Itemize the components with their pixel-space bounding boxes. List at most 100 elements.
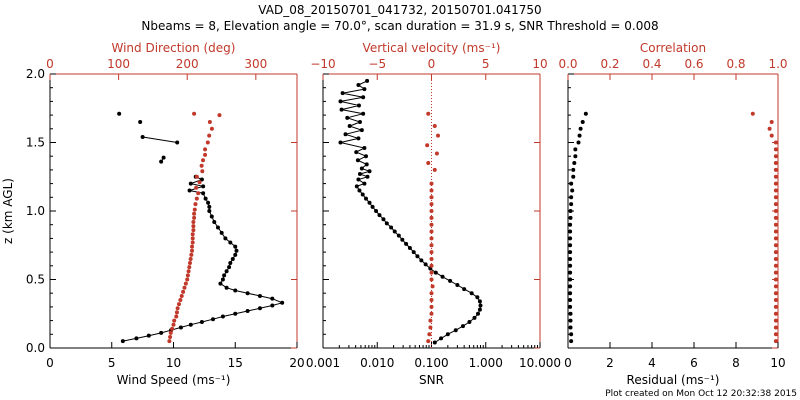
data-point (356, 177, 361, 182)
data-point (568, 222, 573, 227)
data-point (233, 244, 238, 249)
data-point (233, 311, 238, 316)
data-point (146, 333, 151, 338)
data-point (228, 240, 233, 245)
x-tick-label-top: 0.0 (558, 57, 577, 71)
data-point (233, 252, 238, 257)
data-point (190, 248, 195, 253)
y-tick-label: 1.0 (26, 204, 45, 218)
data-point (223, 236, 228, 241)
data-point (773, 236, 778, 241)
data-point (773, 140, 778, 145)
plot-footer: Plot created on Mon Oct 12 20:32:38 2015 (605, 389, 797, 399)
data-point (190, 236, 195, 241)
data-point (189, 252, 194, 257)
data-point (436, 133, 441, 138)
data-point (767, 126, 772, 131)
data-point (425, 143, 430, 148)
data-point (365, 78, 370, 83)
data-point (429, 195, 434, 200)
data-point (357, 172, 362, 177)
data-point (423, 262, 428, 267)
data-point (207, 133, 212, 138)
data-point (462, 287, 467, 292)
series-line (142, 136, 178, 143)
y-axis-label: z (km AGL) (1, 178, 15, 244)
data-point (190, 244, 195, 249)
data-point (217, 113, 222, 118)
data-point (170, 326, 175, 331)
data-point (478, 303, 483, 308)
data-point (392, 229, 397, 234)
series-line (122, 176, 284, 342)
data-point (245, 309, 250, 314)
data-point (203, 147, 208, 152)
data-point (568, 284, 573, 289)
data-point (773, 256, 778, 261)
data-point (205, 140, 210, 145)
data-point (364, 162, 369, 167)
data-point (570, 188, 575, 193)
data-point (429, 304, 434, 309)
x-tick-label-top: −5 (368, 57, 386, 71)
data-point (233, 288, 238, 293)
data-point (168, 335, 173, 340)
data-point (568, 209, 573, 213)
data-point (419, 258, 424, 263)
x-tick-label-top: 300 (244, 57, 267, 71)
y-tick-label: 0.5 (26, 273, 45, 287)
data-point (257, 306, 262, 311)
panel-residual: 0 2 4 6 8 10 0.0 0.2 0.4 0.6 0.8 1.0 Residual (ms⁻¹)… (558, 41, 787, 387)
data-point (181, 289, 186, 294)
data-point (172, 318, 177, 323)
data-point (186, 269, 191, 274)
data-point (199, 177, 204, 182)
data-point (201, 184, 206, 189)
x-tick-label-bottom: 0 (46, 356, 54, 370)
data-point (340, 91, 345, 96)
data-point (367, 169, 372, 174)
data-point (477, 299, 482, 304)
data-point (188, 181, 193, 186)
data-point (433, 270, 438, 275)
data-point (568, 318, 573, 323)
data-point (576, 140, 581, 145)
data-point (207, 119, 212, 124)
data-point (429, 236, 434, 241)
data-point (203, 152, 208, 157)
data-point (192, 211, 197, 216)
x-tick-label-top: 100 (107, 57, 130, 71)
x-tick-label-top: 0.8 (726, 57, 745, 71)
figure-title-line1: VAD_08_20150701_041732, 20150701.041750 (258, 3, 541, 17)
data-point (773, 181, 778, 186)
data-point (384, 221, 389, 226)
data-point (426, 111, 431, 116)
data-point (773, 229, 778, 234)
data-point (411, 250, 416, 255)
data-point (415, 254, 420, 259)
data-point (338, 99, 343, 104)
panel-snr: 0.001 0.010 0.100 1.000 10.000 −10 −5 0 5 10 SNR Ve… (306, 41, 561, 387)
data-point (362, 87, 367, 92)
data-point (429, 256, 434, 261)
data-point (472, 315, 477, 320)
data-point (773, 250, 778, 255)
data-point (377, 213, 382, 218)
data-point (573, 154, 578, 159)
data-point (569, 202, 574, 207)
data-point (568, 243, 573, 248)
data-point (159, 330, 164, 335)
data-point (117, 111, 122, 116)
x-tick-label-top: 0.4 (642, 57, 661, 71)
data-point (434, 151, 439, 156)
data-point (448, 278, 453, 283)
data-point (381, 217, 386, 222)
data-point (359, 166, 364, 171)
data-point (183, 281, 188, 286)
data-point (430, 284, 435, 289)
data-point (429, 202, 434, 207)
y-tick-label: 0.0 (26, 341, 45, 355)
data-point (429, 250, 434, 255)
x-axis-label-top: Wind Direction (deg) (112, 41, 236, 55)
